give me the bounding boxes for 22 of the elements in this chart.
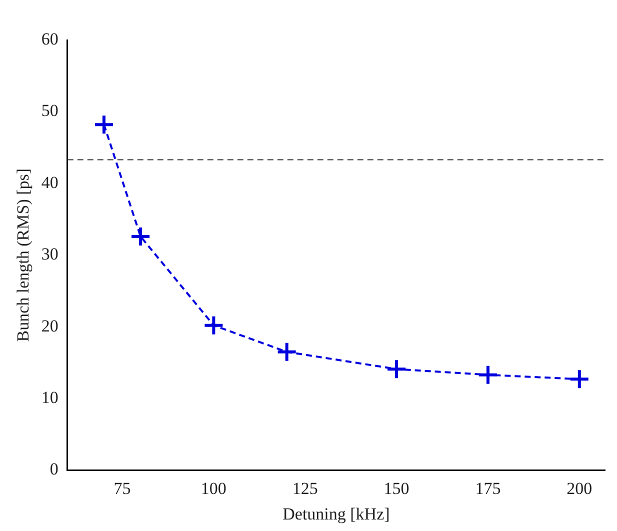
point (386, 358, 408, 380)
y-tick-label: 30 (41, 244, 58, 264)
point (203, 314, 224, 336)
y-axis-title: Bunch length (RMS) [ps] (14, 168, 33, 342)
y-tick-label: 10 (41, 388, 58, 407)
point (130, 226, 152, 247)
point (276, 341, 298, 362)
y-tick-label: 0 (50, 460, 58, 479)
x-tick-label: 75 (114, 478, 131, 498)
x-axis-title: Detuning [kHz] (282, 504, 390, 524)
x-tick-label: 150 (384, 478, 410, 498)
point (477, 364, 498, 386)
point (93, 114, 114, 136)
point (568, 368, 590, 390)
x-tick-label: 200 (566, 478, 592, 498)
y-tick-label: 20 (41, 316, 58, 336)
y-tick-label: 40 (41, 172, 58, 192)
y-tick-label: 50 (41, 101, 58, 120)
x-tick-label: 175 (475, 478, 501, 498)
x-tick-label: 125 (292, 478, 318, 498)
y-tick-label: 60 (41, 29, 58, 48)
x-tick-label: 100 (200, 478, 226, 498)
